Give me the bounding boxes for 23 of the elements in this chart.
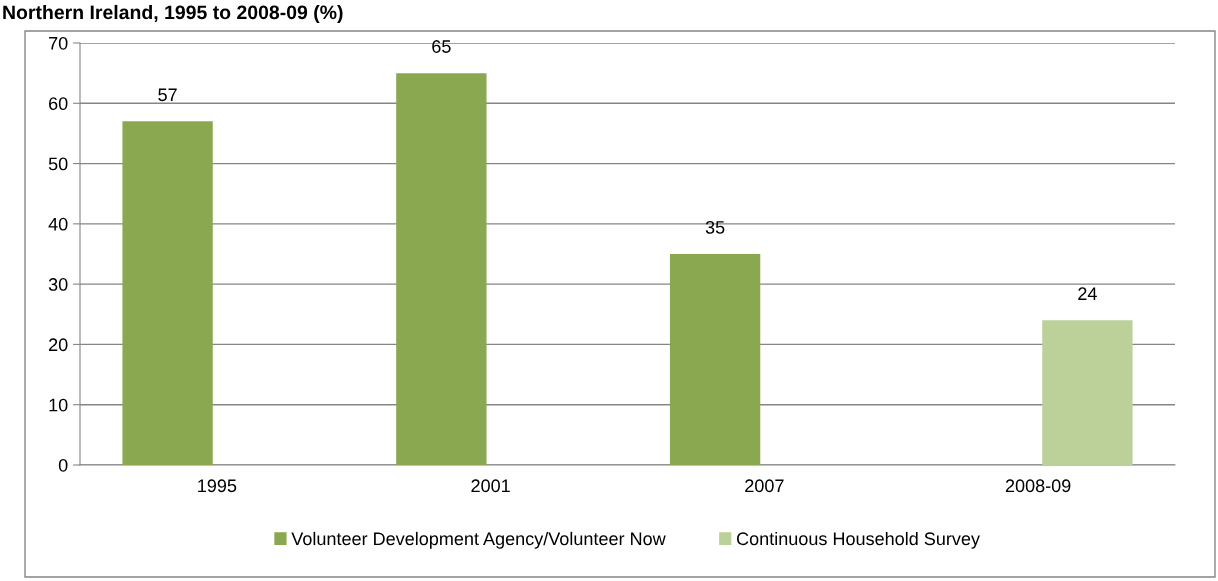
x-tick-label: 2007: [745, 479, 784, 493]
y-tick-label: 10: [49, 398, 68, 412]
bar: [669, 254, 761, 465]
legend-label: Volunteer Development Agency/Volunteer Now: [291, 531, 666, 549]
y-tick-label: 0: [58, 458, 68, 472]
chart-title: Northern Ireland, 1995 to 2008-09 (%): [3, 4, 343, 24]
data-label: 57: [158, 88, 177, 102]
legend-label: Continuous Household Survey: [737, 531, 980, 549]
x-tick-label: 2008-09: [1005, 479, 1071, 493]
data-label: 24: [1078, 287, 1097, 300]
y-tick-label: 50: [48, 157, 68, 171]
bar: [122, 121, 213, 465]
x-tick-label: 1995: [198, 479, 237, 493]
bar: [396, 73, 487, 465]
y-tick-label: 60: [49, 97, 68, 111]
y-tick-label: 20: [49, 338, 68, 352]
data-label: 65: [432, 40, 451, 53]
y-tick-label: 30: [48, 278, 68, 291]
y-tick-label: 40: [48, 217, 68, 231]
x-tick-label: 2001: [471, 479, 510, 493]
bar: [1042, 320, 1133, 465]
y-tick-label: 70: [49, 36, 68, 50]
data-label: 35: [705, 220, 725, 234]
